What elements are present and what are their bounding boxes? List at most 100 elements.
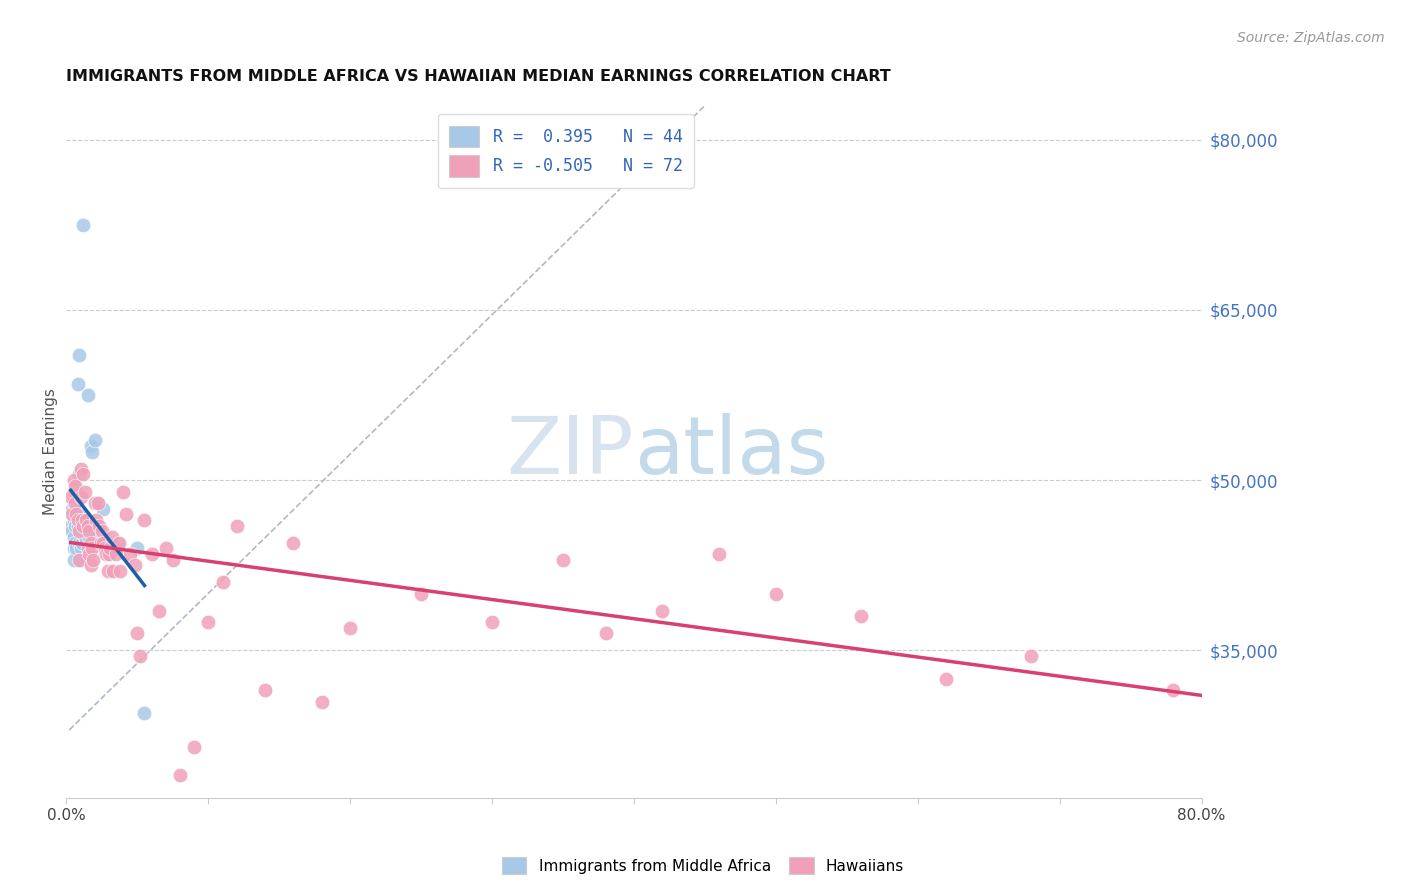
Point [481,615,503,629]
Point [103,564,125,578]
Point [849,609,872,624]
Point [63,479,86,493]
Point [86,496,108,510]
Point [707,547,730,561]
Point [96,547,118,561]
Point [94,541,117,556]
Point [80,444,103,458]
Point [59,518,82,533]
Point [82,530,104,544]
Point [69,541,91,556]
Point [67,552,90,566]
Point [110,564,132,578]
Point [62,473,84,487]
Point [72,518,94,533]
Point [1161,683,1184,698]
Point [127,626,149,640]
Point [66,376,89,391]
Point [93,535,115,549]
Point [86,496,108,510]
Point [59,490,82,504]
Point [595,626,617,640]
Point [65,501,87,516]
Point [60,501,83,516]
Point [69,490,91,504]
Point [67,535,90,549]
Point [101,530,124,544]
Point [1019,649,1042,664]
Point [87,518,110,533]
Point [77,530,100,544]
Point [98,547,121,561]
Point [108,535,131,549]
Point [90,524,112,539]
Point [76,388,98,402]
Point [60,507,83,521]
Point [73,530,96,544]
Point [169,768,191,782]
Point [73,484,96,499]
Point [75,513,97,527]
Point [129,649,152,664]
Point [83,496,105,510]
Point [70,518,93,533]
Point [62,541,84,556]
Point [82,552,104,566]
Point [79,535,101,549]
Text: atlas: atlas [634,413,828,491]
Point [83,434,105,448]
Point [127,541,149,556]
Point [70,513,93,527]
Text: Source: ZipAtlas.com: Source: ZipAtlas.com [1237,31,1385,45]
Point [63,496,86,510]
Legend: Immigrants from Middle Africa, Hawaiians: Immigrants from Middle Africa, Hawaiians [496,851,910,880]
Point [225,518,247,533]
Point [75,532,97,546]
Point [134,513,156,527]
Point [79,558,101,573]
Point [77,524,100,539]
Point [162,552,184,566]
Text: ZIP: ZIP [506,413,634,491]
Point [80,541,103,556]
Point [651,604,673,618]
Point [69,552,91,566]
Point [67,507,90,521]
Point [84,513,107,527]
Point [551,552,574,566]
Point [67,524,90,539]
Point [73,518,96,533]
Point [93,501,115,516]
Point [411,587,433,601]
Point [62,513,84,527]
Point [765,587,787,601]
Point [211,575,233,590]
Point [76,541,98,556]
Legend: R =  0.395   N = 44, R = -0.505   N = 72: R = 0.395 N = 44, R = -0.505 N = 72 [437,114,695,188]
Point [115,507,138,521]
Point [311,695,333,709]
Point [63,484,86,499]
Point [148,604,170,618]
Point [62,552,84,566]
Point [77,547,100,561]
Point [72,467,94,482]
Point [254,683,277,698]
Point [105,547,128,561]
Point [155,541,177,556]
Point [66,513,89,527]
Point [62,496,84,510]
Point [67,348,90,362]
Point [283,535,305,549]
Y-axis label: Median Earnings: Median Earnings [44,388,58,516]
Point [76,518,98,533]
Point [79,439,101,453]
Point [69,462,91,476]
Point [134,706,156,720]
Point [63,535,86,549]
Point [69,513,91,527]
Point [104,541,127,556]
Point [72,218,94,232]
Point [62,530,84,544]
Point [112,484,135,499]
